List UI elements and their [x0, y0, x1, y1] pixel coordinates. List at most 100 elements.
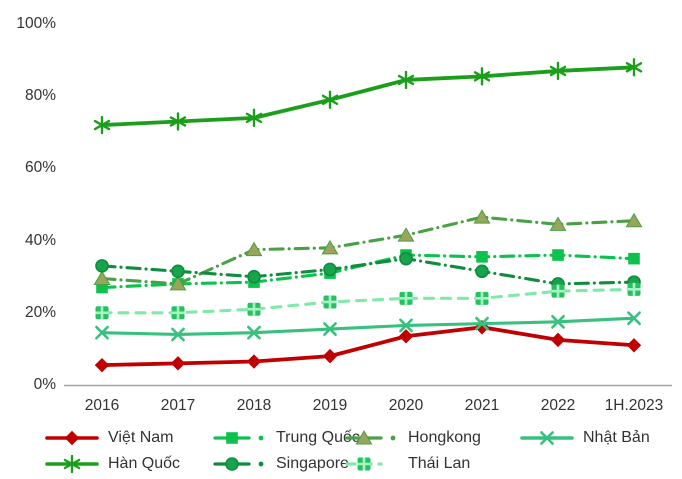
- series-line-1: [100, 253, 636, 290]
- series-line-6: [100, 287, 636, 315]
- series-line-5: [100, 257, 636, 286]
- legend-swatch: [45, 430, 99, 446]
- y-tick-label: 60%: [24, 159, 56, 177]
- legend-item-5: Singapore: [213, 454, 349, 474]
- x-tick-label: 2022: [540, 397, 576, 414]
- series-line-2: [100, 215, 636, 286]
- marker-circle: [399, 251, 413, 266]
- legend-label: Hongkong: [408, 429, 481, 446]
- marker-asterisk: [397, 70, 415, 90]
- marker-triangle: [93, 270, 111, 286]
- marker-square-cross: [95, 306, 109, 320]
- legend-label: Việt Nam: [108, 429, 174, 446]
- series-line-4: [100, 65, 636, 127]
- marker-triangle: [169, 275, 187, 291]
- marker-square-cross: [171, 306, 185, 320]
- marker-x: [95, 325, 109, 340]
- marker-asterisk: [625, 58, 643, 77]
- legend-item-0: Việt Nam: [45, 428, 174, 448]
- legend-item-3: Nhật Bản: [520, 428, 650, 448]
- legend-item-1: Trung Quốc: [213, 428, 360, 448]
- legend-item-4: Hàn Quốc: [45, 454, 180, 474]
- marker-x: [627, 311, 641, 326]
- marker-circle: [323, 262, 337, 277]
- marker-asterisk: [549, 61, 567, 81]
- legend-label: Thái Lan: [408, 455, 471, 472]
- marker-diamond: [626, 338, 642, 353]
- legend-label: Hàn Quốc: [108, 455, 181, 472]
- marker-square-cross: [399, 291, 413, 305]
- y-tick-label: 20%: [24, 303, 56, 321]
- marker-triangle: [549, 216, 567, 231]
- marker-diamond: [246, 354, 262, 369]
- marker-square: [552, 249, 564, 261]
- marker-square: [628, 252, 640, 265]
- marker-triangle: [473, 209, 491, 224]
- marker-diamond: [550, 332, 566, 348]
- legend-swatch: [345, 430, 396, 445]
- marker-diamond: [64, 430, 80, 446]
- marker-square-cross: [323, 295, 337, 309]
- series-line-3: [100, 316, 636, 337]
- marker-diamond: [170, 356, 186, 371]
- x-tick-label: 2020: [388, 397, 424, 414]
- marker-asterisk: [93, 115, 111, 135]
- marker-diamond: [474, 320, 490, 335]
- marker-x: [323, 322, 337, 336]
- y-tick-label: 40%: [24, 231, 56, 249]
- legend-item-2: Hongkong: [345, 428, 481, 448]
- marker-square: [96, 281, 108, 294]
- marker-square-cross: [475, 291, 489, 305]
- marker-square: [476, 251, 488, 263]
- legend-label: Singapore: [276, 455, 349, 472]
- marker-triangle: [245, 241, 263, 257]
- marker-diamond: [94, 357, 110, 373]
- marker-diamond: [398, 329, 414, 344]
- x-tick-label: 2018: [236, 397, 272, 414]
- y-tick-label: 0%: [33, 376, 56, 393]
- marker-square-cross: [551, 284, 565, 298]
- marker-x: [171, 327, 185, 342]
- marker-square-cross: [247, 302, 261, 316]
- marker-asterisk: [63, 455, 81, 473]
- marker-triangle: [321, 239, 339, 255]
- marker-triangle: [625, 212, 643, 228]
- marker-circle: [95, 259, 109, 273]
- legend-swatch: [45, 455, 99, 473]
- legend-swatch: [213, 457, 264, 471]
- marker-square-cross: [627, 282, 641, 296]
- marker-circle: [171, 264, 185, 279]
- legend-item-6: Thái Lan: [345, 454, 470, 474]
- x-tick-label: 2019: [312, 397, 348, 414]
- marker-x: [540, 431, 554, 445]
- legend-swatch: [520, 431, 574, 445]
- x-tick-label: 2016: [84, 397, 120, 414]
- y-tick-label: 80%: [24, 87, 56, 105]
- marker-x: [399, 318, 413, 333]
- marker-asterisk: [169, 112, 187, 131]
- marker-triangle: [397, 227, 415, 242]
- marker-square: [226, 432, 238, 444]
- marker-circle: [475, 264, 489, 279]
- marker-diamond: [322, 348, 338, 364]
- marker-asterisk: [473, 67, 491, 86]
- legend-swatch: [345, 457, 383, 471]
- marker-circle: [247, 269, 261, 284]
- legend-label: Nhật Bản: [583, 429, 650, 446]
- x-tick-label: 1H.2023: [604, 397, 664, 414]
- marker-x: [551, 314, 565, 329]
- x-tick-label: 2017: [160, 397, 196, 414]
- marker-triangle: [355, 430, 373, 445]
- y-tick-label: 100%: [16, 15, 56, 32]
- series-line-0: [100, 325, 636, 368]
- marker-asterisk: [321, 90, 339, 110]
- marker-x: [475, 316, 489, 331]
- marker-x: [247, 325, 261, 340]
- legend-label: Trung Quốc: [276, 429, 360, 446]
- marker-asterisk: [245, 108, 263, 128]
- marker-square-cross: [357, 457, 371, 471]
- legend-swatch: [213, 432, 264, 444]
- marker-circle: [225, 457, 239, 471]
